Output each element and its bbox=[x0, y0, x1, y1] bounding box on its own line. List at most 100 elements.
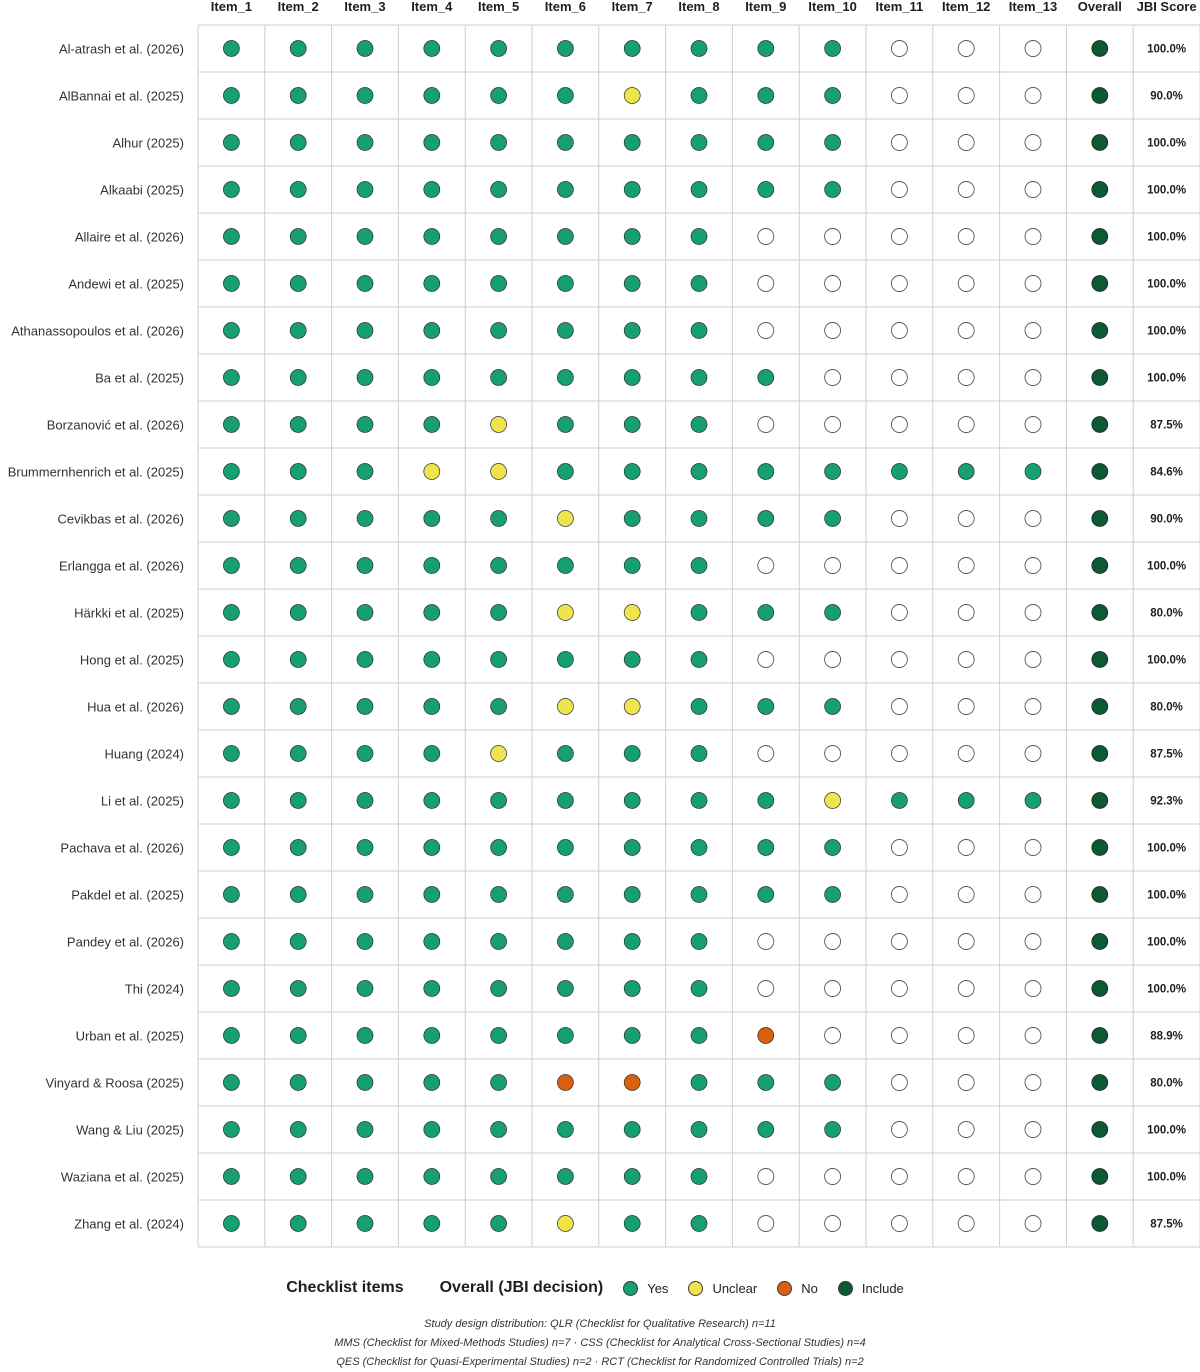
rating-dot-item-13-not-applicable bbox=[1024, 933, 1042, 950]
legend-item-yes: Yes bbox=[623, 1280, 668, 1296]
overall-dot-include bbox=[1091, 1168, 1109, 1185]
rating-dot-item-8-yes bbox=[690, 1027, 708, 1044]
rating-dot-item-12-not-applicable bbox=[957, 839, 975, 856]
rating-dot-item-10-not-applicable bbox=[824, 745, 842, 762]
study-label: Hua et al. (2026) bbox=[87, 700, 184, 715]
rating-dot-item-6-yes bbox=[557, 181, 574, 198]
rating-dot-item-4-yes bbox=[423, 1168, 441, 1185]
rating-dot-item-8-yes bbox=[690, 1215, 708, 1232]
rating-dot-item-3-yes bbox=[356, 1027, 374, 1044]
rating-dot-item-5-yes bbox=[490, 510, 507, 527]
jbi-score: 88.9% bbox=[1150, 1031, 1183, 1043]
rating-dot-item-12-not-applicable bbox=[957, 698, 975, 715]
rating-dot-item-10-not-applicable bbox=[824, 369, 842, 386]
rating-dot-item-8-yes bbox=[690, 604, 708, 621]
rating-dot-item-9-yes bbox=[757, 1074, 775, 1091]
rating-dot-item-6-yes bbox=[557, 886, 574, 903]
rating-dot-item-2-yes bbox=[289, 604, 307, 621]
rating-dot-item-9-not-applicable bbox=[757, 1168, 775, 1185]
rating-dot-item-10-not-applicable bbox=[824, 933, 842, 950]
rating-dot-item-6-yes bbox=[557, 40, 574, 57]
overall-dot-include bbox=[1091, 416, 1109, 433]
rating-dot-item-5-yes bbox=[490, 886, 507, 903]
rating-dot-item-10-not-applicable bbox=[824, 322, 842, 339]
jbi-score: 100.0% bbox=[1147, 138, 1186, 150]
rating-dot-item-8-yes bbox=[690, 416, 708, 433]
rating-dot-item-7-yes bbox=[623, 134, 641, 151]
study-label: Zhang et al. (2024) bbox=[74, 1217, 184, 1232]
rating-dot-item-9-yes bbox=[757, 40, 775, 57]
rating-dot-item-8-yes bbox=[690, 134, 708, 151]
rating-dot-item-4-yes bbox=[423, 980, 441, 997]
legend-title-checklist: Checklist items bbox=[286, 1279, 404, 1296]
column-header-item-5: Item_5 bbox=[478, 0, 519, 14]
overall-dot-include bbox=[1091, 886, 1109, 903]
rating-dot-item-8-yes bbox=[690, 933, 708, 950]
legend-item-unclear: Unclear bbox=[688, 1280, 757, 1296]
overall-dot-include bbox=[1091, 40, 1109, 57]
rating-dot-item-7-yes bbox=[623, 416, 641, 433]
rating-dot-item-13-not-applicable bbox=[1024, 40, 1042, 57]
rating-dot-item-10-not-applicable bbox=[824, 1168, 842, 1185]
column-header-item-2: Item_2 bbox=[278, 0, 319, 14]
overall-dot-include bbox=[1091, 839, 1109, 856]
rating-dot-item-7-unclear bbox=[623, 698, 641, 715]
rating-dot-item-13-not-applicable bbox=[1024, 181, 1042, 198]
rating-dot-item-6-yes bbox=[557, 651, 574, 668]
rating-dot-item-8-yes bbox=[690, 322, 708, 339]
rating-dot-item-2-yes bbox=[289, 1027, 307, 1044]
rating-dot-item-10-yes bbox=[824, 1121, 841, 1138]
rating-dot-item-2-yes bbox=[289, 369, 307, 386]
rating-dot-item-6-yes bbox=[557, 933, 574, 950]
rating-dot-item-3-yes bbox=[356, 40, 374, 57]
rating-dot-item-10-yes bbox=[824, 134, 841, 151]
rating-dot-item-11-not-applicable bbox=[890, 322, 908, 339]
rating-dot-item-3-yes bbox=[356, 1121, 374, 1138]
rating-dot-item-11-not-applicable bbox=[890, 839, 908, 856]
rating-dot-item-12-not-applicable bbox=[957, 886, 975, 903]
rating-dot-item-7-unclear bbox=[623, 87, 641, 104]
rating-dot-item-9-yes bbox=[757, 1121, 775, 1138]
rating-dot-item-9-not-applicable bbox=[757, 980, 775, 997]
study-label: Alkaabi (2025) bbox=[100, 183, 184, 198]
rating-dot-item-6-unclear bbox=[557, 510, 574, 527]
rating-dot-item-10-yes bbox=[824, 463, 841, 480]
rating-dot-item-3-yes bbox=[356, 510, 374, 527]
rating-dot-item-5-yes bbox=[490, 1215, 507, 1232]
rating-dot-item-1-yes bbox=[223, 886, 240, 903]
overall-dot-include bbox=[1091, 698, 1109, 715]
rating-dot-item-11-not-applicable bbox=[890, 980, 908, 997]
rating-dot-item-7-yes bbox=[623, 651, 641, 668]
rating-dot-item-5-yes bbox=[490, 1168, 507, 1185]
column-header-item-9: Item_9 bbox=[745, 0, 786, 14]
legend-swatch-no bbox=[777, 1280, 793, 1296]
rating-dot-item-1-yes bbox=[223, 463, 240, 480]
rating-dot-item-4-yes bbox=[423, 792, 441, 809]
rating-dot-item-2-yes bbox=[289, 698, 307, 715]
rating-dot-item-1-yes bbox=[223, 369, 240, 386]
rating-dot-item-4-yes bbox=[423, 87, 441, 104]
rating-dot-item-5-yes bbox=[490, 1027, 507, 1044]
jbi-score: 100.0% bbox=[1147, 373, 1186, 385]
column-header-item-4: Item_4 bbox=[411, 0, 453, 14]
rating-dot-item-4-yes bbox=[423, 651, 441, 668]
column-header-item-1: Item_1 bbox=[211, 0, 252, 14]
rating-dot-item-9-not-applicable bbox=[757, 1215, 775, 1232]
overall-dot-include bbox=[1091, 980, 1109, 997]
rating-dot-item-10-not-applicable bbox=[824, 557, 842, 574]
rating-dot-item-5-yes bbox=[490, 698, 507, 715]
rating-dot-item-2-yes bbox=[289, 1168, 307, 1185]
rating-dot-item-12-not-applicable bbox=[957, 604, 975, 621]
rating-dot-item-7-yes bbox=[623, 1168, 641, 1185]
rating-dot-item-4-yes bbox=[423, 1074, 441, 1091]
rating-dot-item-3-yes bbox=[356, 1168, 374, 1185]
rating-dot-item-5-unclear bbox=[490, 416, 507, 433]
rating-dot-item-10-yes bbox=[824, 1074, 841, 1091]
rating-dot-item-12-not-applicable bbox=[957, 1074, 975, 1091]
legend-swatch-unclear bbox=[688, 1280, 704, 1296]
rating-dot-item-7-yes bbox=[623, 228, 641, 245]
rating-dot-item-7-yes bbox=[623, 745, 641, 762]
rating-dot-item-9-yes bbox=[757, 698, 775, 715]
column-header-item-11: Item_11 bbox=[876, 0, 924, 14]
rating-dot-item-4-yes bbox=[423, 839, 441, 856]
